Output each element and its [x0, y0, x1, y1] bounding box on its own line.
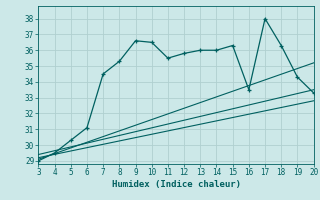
X-axis label: Humidex (Indice chaleur): Humidex (Indice chaleur)	[111, 180, 241, 189]
